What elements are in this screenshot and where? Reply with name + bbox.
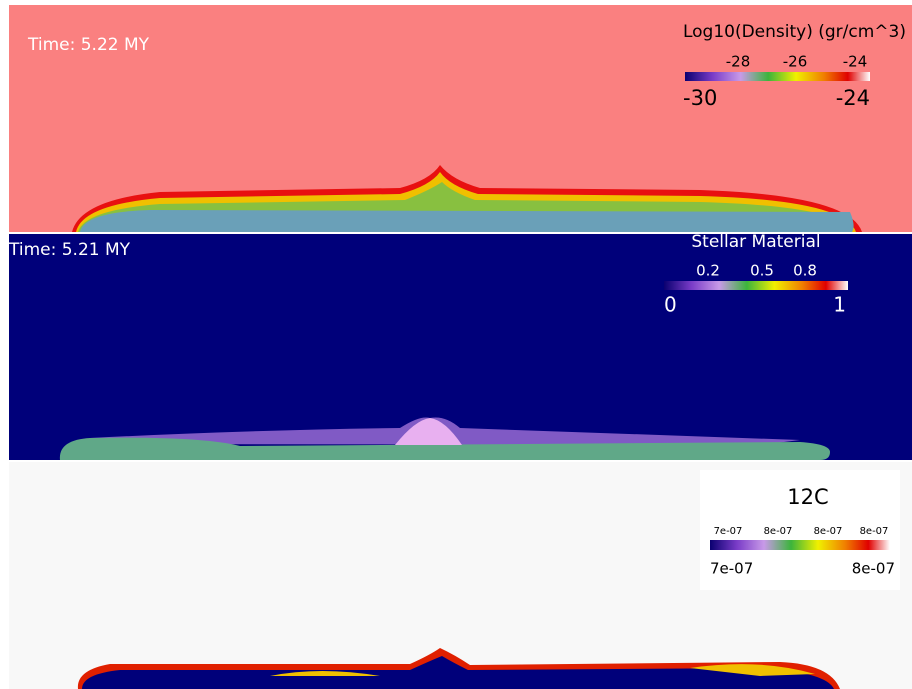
- carbon-panel: 12C 7e-07 8e-07 8e-07 8e-07 7e-07 8e-07: [9, 462, 912, 689]
- time-label: Time: 5.21 MY: [8, 240, 131, 260]
- colorbar: [685, 72, 870, 81]
- colorbar-tick: -28: [726, 53, 751, 71]
- colorbar-title: Log10(Density) (gr/cm^3): [683, 22, 906, 42]
- colorbar-title: 12C: [787, 485, 828, 509]
- colorbar-max: 8e-07: [852, 560, 895, 578]
- colorbar-tick: -26: [783, 53, 808, 71]
- density-core: [80, 210, 854, 232]
- time-label: Time: 5.22 MY: [27, 35, 150, 55]
- colorbar-tick: 0.8: [793, 262, 817, 280]
- stellar-panel: Time: 5.21 MY Stellar Material 0.2 0.5 0…: [8, 232, 912, 460]
- colorbar-max: -24: [836, 86, 870, 110]
- colorbar-tick: 8e-07: [860, 526, 889, 537]
- colorbar: [664, 281, 848, 290]
- colorbar-title: Stellar Material: [691, 232, 820, 252]
- colorbar-tick: 7e-07: [714, 526, 743, 537]
- colorbar-tick: 0.2: [696, 262, 720, 280]
- colorbar-tick: -24: [843, 53, 868, 71]
- visualization: Time: 5.22 MY Log10(Density) (gr/cm^3) -…: [0, 0, 912, 689]
- colorbar-min: -30: [683, 86, 717, 110]
- colorbar: [710, 540, 890, 550]
- colorbar-max: 1: [833, 293, 846, 317]
- density-panel: Time: 5.22 MY Log10(Density) (gr/cm^3) -…: [9, 5, 912, 232]
- colorbar-tick: 8e-07: [814, 526, 843, 537]
- colorbar-min: 7e-07: [710, 560, 753, 578]
- colorbar-tick: 8e-07: [764, 526, 793, 537]
- colorbar-min: 0: [664, 293, 677, 317]
- panel-background: [9, 234, 912, 460]
- colorbar-tick: 0.5: [750, 262, 774, 280]
